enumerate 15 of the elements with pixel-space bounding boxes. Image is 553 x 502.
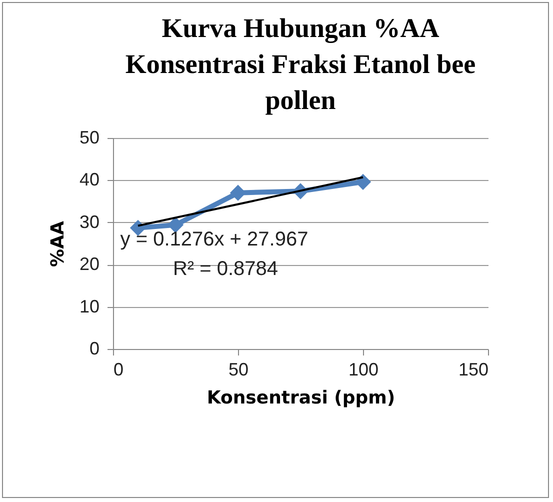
chart-title: Kurva Hubungan %AA Konsentrasi Fraksi Etanol bee pollen: [125, 13, 476, 115]
y-axis-title: %AA: [47, 220, 68, 267]
y-tick-label: 30: [79, 212, 100, 232]
y-tick-label: 50: [79, 128, 100, 148]
x-tick-label: 50: [228, 360, 249, 380]
x-tick-label: 150: [458, 360, 488, 380]
annotation: R² = 0.8784: [172, 258, 278, 280]
y-tick-label: 10: [79, 296, 100, 316]
x-axis-title: Konsentrasi (ppm): [206, 388, 396, 408]
y-tick-label: 40: [79, 170, 100, 190]
y-tick-label: 20: [79, 254, 100, 274]
annotation: y = 0.1276x + 27.967: [120, 228, 308, 250]
y-tick-label: 0: [89, 338, 100, 358]
x-tick-label: 0: [114, 360, 124, 380]
x-tick-label: 100: [348, 360, 379, 380]
